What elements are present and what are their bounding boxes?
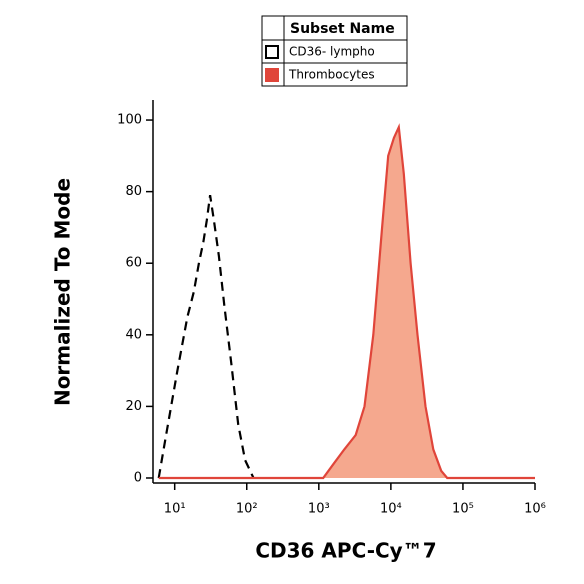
legend-label: CD36- lympho: [289, 45, 375, 59]
x-tick-label: 10³: [308, 502, 330, 517]
legend-box: [261, 15, 408, 87]
y-axis-label: Normalized To Mode: [51, 178, 75, 406]
y-tick-label: 60: [125, 256, 142, 271]
x-tick-label: 10⁵: [452, 502, 474, 517]
series-line: [157, 195, 255, 479]
y-tick-label: 40: [125, 327, 142, 342]
legend-label: Thrombocytes: [288, 68, 375, 82]
x-tick-label: 10⁶: [524, 502, 546, 517]
y-tick-label: 80: [125, 184, 142, 199]
x-tick-label: 10¹: [164, 502, 186, 517]
y-tick-label: 0: [134, 470, 142, 485]
y-tick-label: 100: [117, 113, 142, 128]
x-tick-label: 10⁴: [380, 502, 402, 517]
x-axis-label: CD36 APC-Cy™7: [255, 539, 436, 563]
legend-title: Subset Name: [290, 21, 395, 37]
y-tick-label: 20: [125, 399, 142, 414]
legend-swatch: [265, 68, 279, 82]
legend-swatch: [265, 45, 279, 59]
x-tick-label: 10²: [236, 502, 258, 517]
series-line: [158, 123, 535, 480]
